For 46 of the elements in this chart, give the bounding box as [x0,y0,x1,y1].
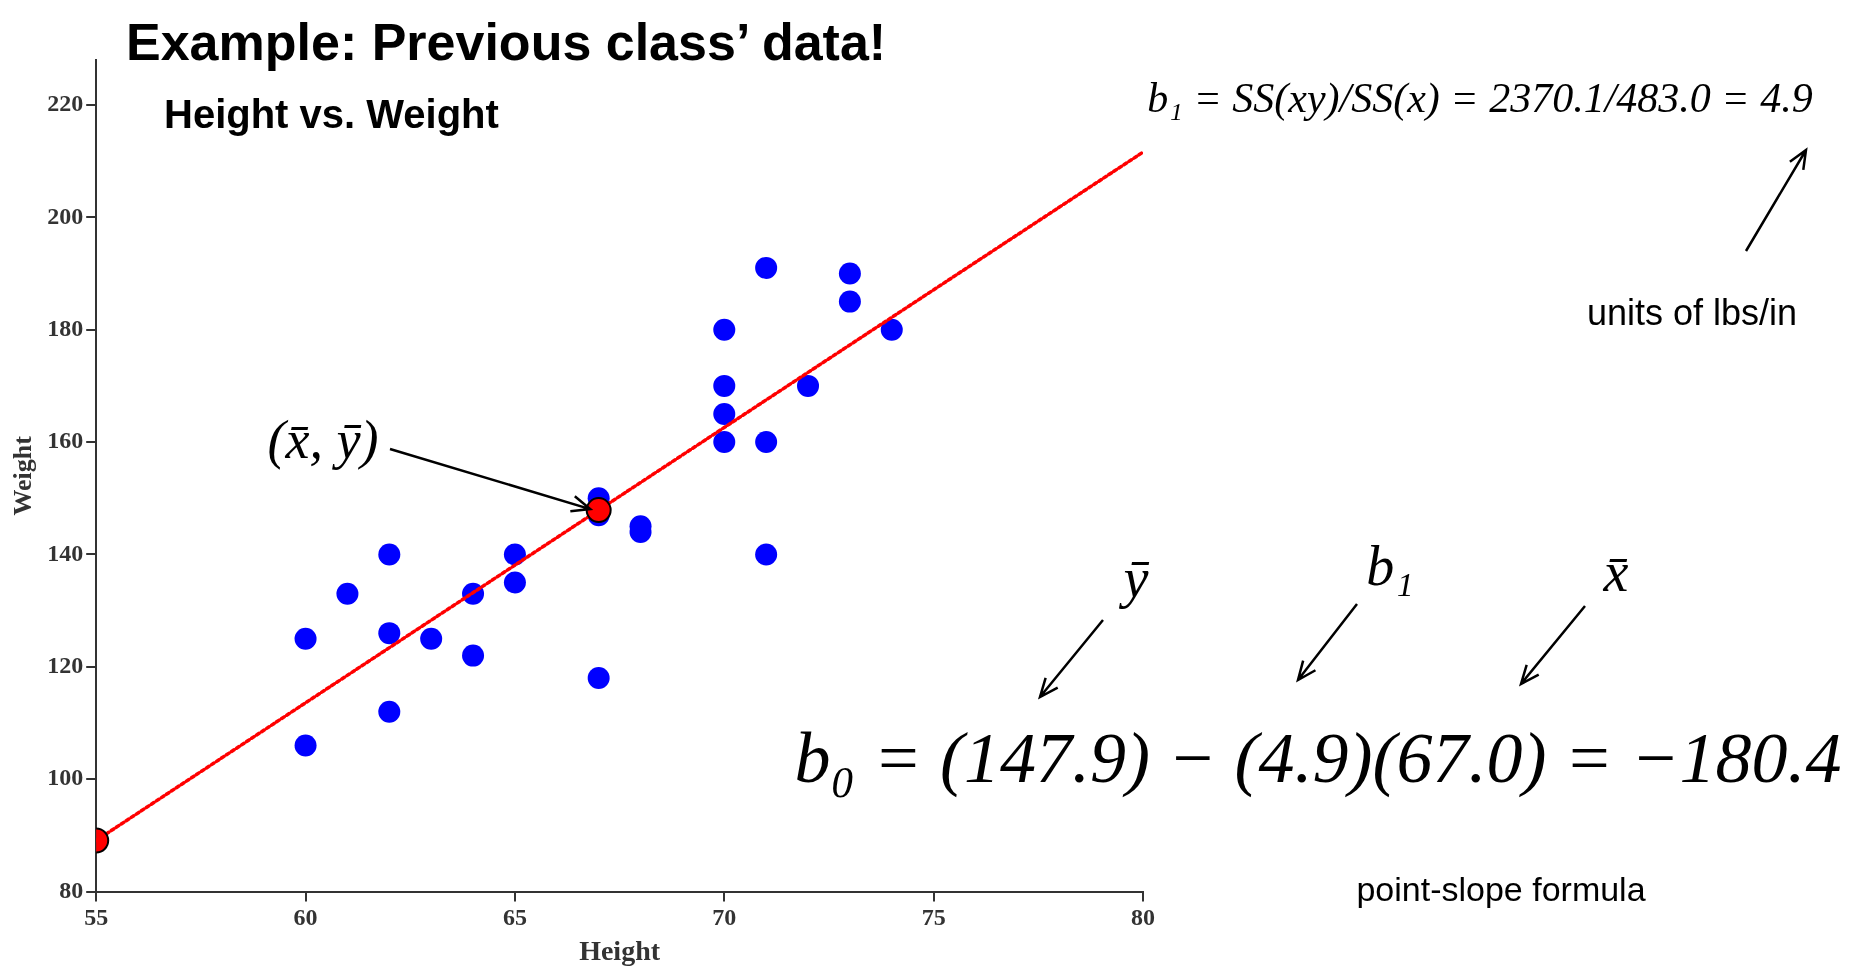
y-tick-label: 80 [59,876,84,903]
point [838,290,861,313]
point [378,622,401,645]
text: b₁ [1366,534,1414,598]
point [378,543,401,566]
point [713,374,736,397]
point [462,644,485,667]
x-tick-label: 65 [502,904,527,931]
point [755,256,778,279]
point [755,543,778,566]
point [797,374,820,397]
x-tick-label: 70 [712,904,737,931]
point [880,318,903,341]
text: Height vs. Weight [164,92,499,137]
point [294,627,317,650]
y-tick-label: 180 [47,314,84,341]
y-tick-label: 200 [47,202,84,229]
point [713,318,736,341]
x-tick-label: 80 [1131,904,1155,931]
text: point-slope formula [1356,869,1646,909]
point [755,431,778,454]
point [336,582,359,605]
annotation: b₀ = (147.9) − (4.9)(67.0) = −180.4 [794,716,1842,800]
annotation: (x̄, ȳ) [267,409,379,471]
y-tick-label: 140 [47,539,84,566]
x-tick-label: 60 [293,904,318,931]
y-tick-label: 220 [47,90,84,117]
y-tick-label: 120 [47,652,84,679]
chart-title: Example: Previous class’ data! [126,12,887,72]
point [420,627,443,650]
y-axis-title: Weight [8,435,38,516]
y-tick-label: 100 [47,764,84,791]
text: b₁ = SS(xy)/SS(x) = 2370.1/483.0 = 4.9 [1147,74,1813,122]
point [378,700,401,723]
text: units of lbs/in [1586,292,1798,334]
x-axis-title: Height [579,935,661,967]
point [294,734,317,757]
text: x̄ [1603,540,1629,604]
point [503,571,526,594]
point [838,262,861,285]
x-tick-label: 75 [921,904,946,931]
x-tick-label: 55 [84,904,109,931]
point [713,431,736,454]
point [587,667,610,690]
point [713,402,736,425]
y-tick-label: 160 [47,427,84,454]
